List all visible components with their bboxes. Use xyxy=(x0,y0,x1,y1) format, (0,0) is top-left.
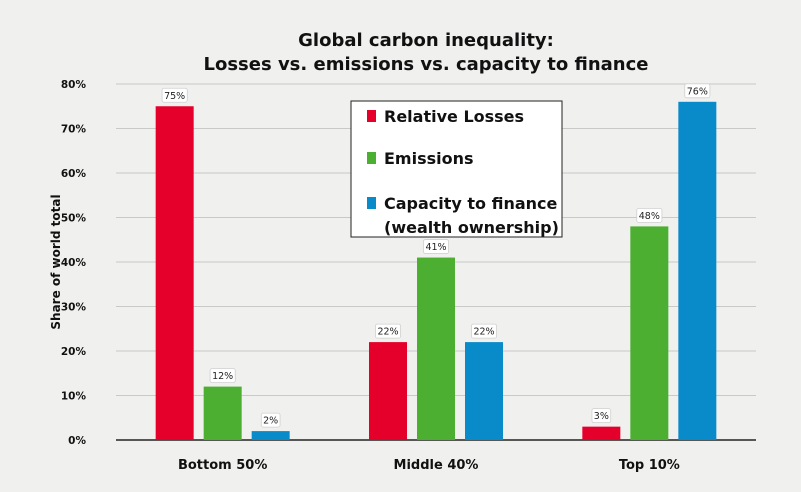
legend: Relative Losses Emissions Capacity to fina… xyxy=(350,100,563,238)
chart-title-line-1: Global carbon inequality: xyxy=(298,30,554,51)
legend-swatch xyxy=(367,110,376,122)
legend-label: (wealth ownership) xyxy=(384,218,559,237)
y-tick-label: 80% xyxy=(61,79,87,91)
y-tick-label: 30% xyxy=(61,302,87,314)
data-label-box xyxy=(260,412,281,428)
y-tick-label: 70% xyxy=(61,124,87,136)
data-label: 12% xyxy=(212,371,233,382)
data-label-box xyxy=(591,408,612,424)
y-tick-label: 50% xyxy=(61,213,87,225)
data-label-box xyxy=(470,323,497,339)
data-label-box xyxy=(684,83,711,99)
bar-capacity-to-finance-wealth-ownership xyxy=(465,342,503,440)
data-label: 41% xyxy=(425,242,446,253)
legend-label: Emissions xyxy=(384,149,474,168)
bar-emissions xyxy=(630,226,669,440)
bar-emissions xyxy=(203,386,242,440)
x-category-label: Bottom 50% xyxy=(178,458,267,473)
bar-relative-losses xyxy=(582,426,621,440)
data-label-box xyxy=(636,207,663,223)
x-category-label: Middle 40% xyxy=(394,458,479,473)
y-tick-label: 60% xyxy=(61,168,87,180)
x-axis-categories: Bottom 50% Middle 40% Top 10% xyxy=(178,458,680,473)
legend-label: Relative Losses xyxy=(384,107,524,126)
y-tick-label: 40% xyxy=(61,257,87,269)
legend-box xyxy=(350,100,563,238)
data-label-box xyxy=(209,368,236,384)
legend-label: Capacity to finance xyxy=(384,194,558,213)
bar-relative-losses xyxy=(369,342,407,440)
bar-capacity-to-finance-wealth-ownership xyxy=(251,431,290,440)
data-label: 2% xyxy=(263,416,278,427)
bar-emissions xyxy=(417,257,455,440)
y-axis-label: Share of world total xyxy=(49,194,63,329)
y-axis-ticks: 0% 10% 20% 30% 40% 50% 60% 70% 80% xyxy=(61,79,87,447)
chart-title-line-2: Losses vs. emissions vs. capacity to fin… xyxy=(204,54,649,75)
data-label-box xyxy=(161,87,188,103)
data-label-box xyxy=(374,323,401,339)
data-label: 76% xyxy=(687,86,708,97)
data-label-box xyxy=(422,239,449,254)
y-tick-label: 10% xyxy=(61,391,87,403)
bars: 75% 12% 2% 22% 41% 22% 3% 48% 76% xyxy=(155,83,717,441)
bar-relative-losses xyxy=(155,106,194,440)
legend-swatch xyxy=(367,152,376,164)
data-label: 48% xyxy=(639,211,660,222)
legend-swatch xyxy=(367,197,376,209)
x-category-label: Top 10% xyxy=(619,458,680,473)
y-tick-label: 20% xyxy=(61,346,87,358)
bar-capacity-to-finance-wealth-ownership xyxy=(678,101,717,441)
data-label: 3% xyxy=(594,411,609,422)
data-label: 22% xyxy=(473,327,494,338)
y-tick-label: 0% xyxy=(68,435,86,447)
data-label: 75% xyxy=(164,91,185,102)
data-label: 22% xyxy=(377,327,398,338)
